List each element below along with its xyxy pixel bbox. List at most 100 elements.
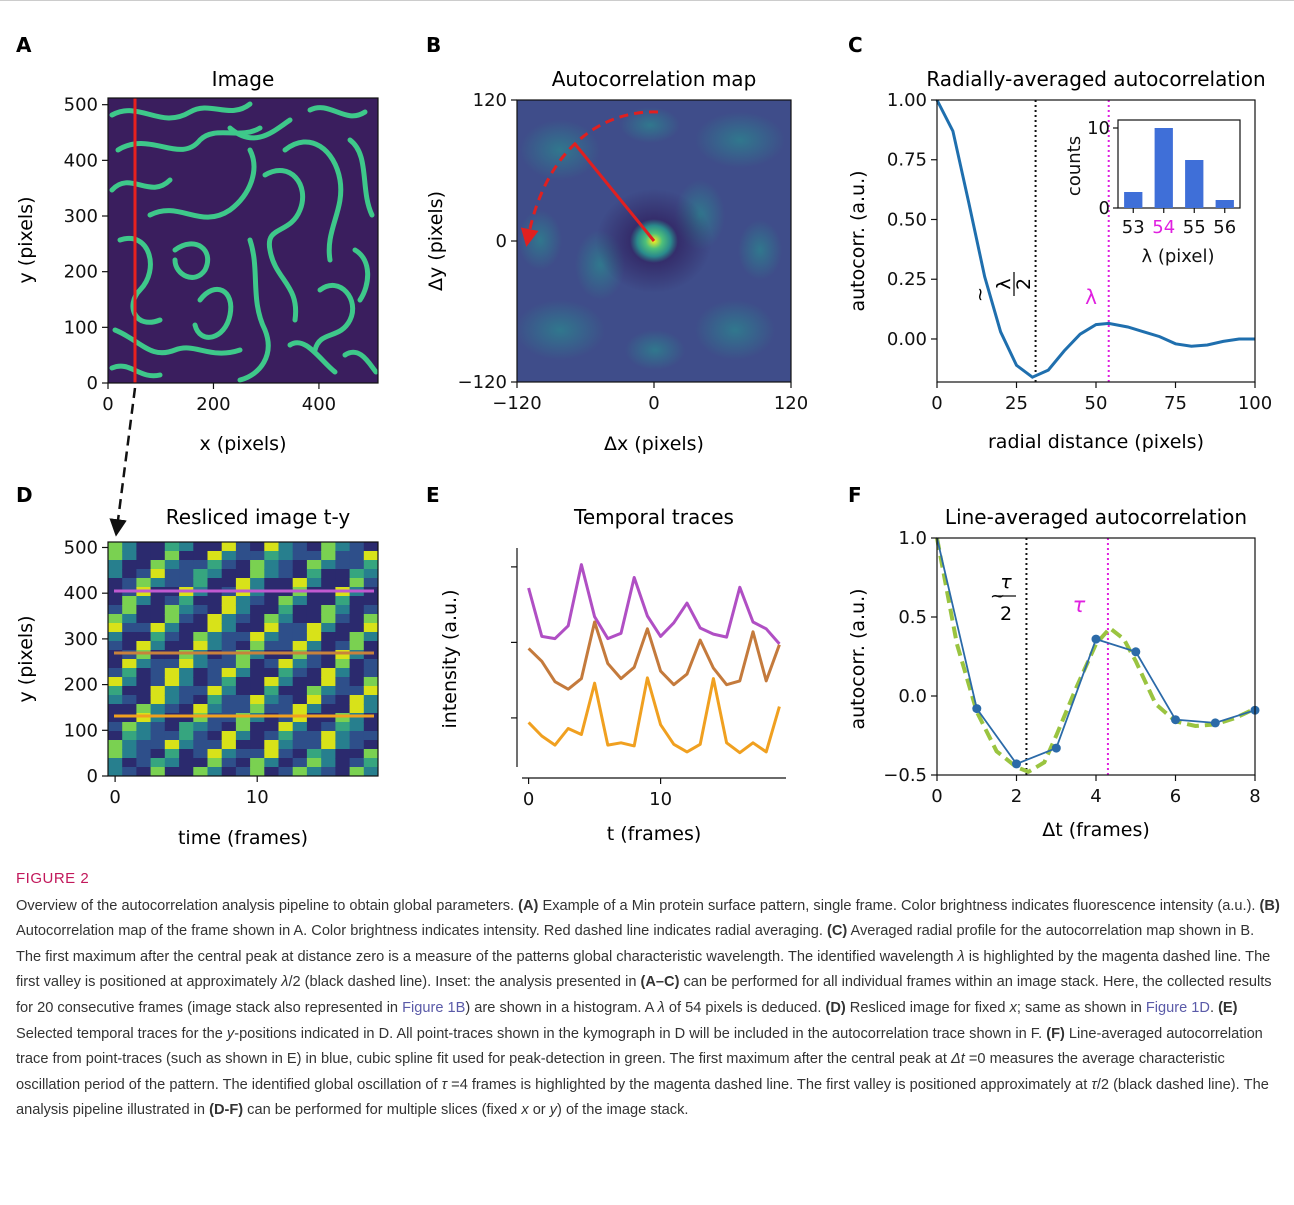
kymograph-cell: [363, 542, 378, 552]
kymograph-cell: [150, 668, 166, 678]
kymograph-cell: [207, 677, 223, 687]
kymograph-cell: [363, 641, 378, 651]
kymograph-cell: [221, 713, 237, 723]
panel-letter: C: [848, 33, 863, 57]
figure-reference-link[interactable]: Figure 1D: [1145, 999, 1210, 1016]
kymograph-cell: [335, 713, 351, 723]
kymograph-cell: [193, 668, 209, 678]
x-tick-label: 200: [196, 394, 230, 415]
figure-reference-link[interactable]: Figure 1B: [402, 999, 466, 1016]
kymograph-cell: [221, 551, 237, 561]
kymograph-cell: [321, 695, 336, 705]
kymograph-cell: [179, 686, 194, 696]
kymograph-cell: [235, 578, 251, 588]
kymograph-cell: [164, 659, 180, 669]
y-tick-label: 1.00: [887, 90, 927, 111]
kymograph-cell: [193, 722, 209, 732]
kymograph-cell: [122, 722, 137, 732]
wavelength-label: λ: [1085, 285, 1097, 309]
kymograph-cell: [335, 641, 351, 651]
kymograph-cell: [207, 758, 223, 768]
kymograph-cell: [193, 695, 209, 705]
kymograph-cell: [306, 560, 322, 570]
panel-f: F Line-averaged autocorrelation ~ τ 2 τ …: [847, 483, 1261, 841]
kymograph-cell: [306, 668, 322, 678]
kymograph-cell: [306, 713, 322, 723]
kymograph-cell: [278, 677, 294, 687]
x-tick-label: 400: [302, 394, 336, 415]
caption-segment: is highlighted by the magenta dashed lin…: [16, 948, 1271, 991]
kymograph-cell: [292, 659, 308, 669]
kymograph-cell: [235, 551, 251, 561]
kymograph-cell: [221, 569, 237, 579]
kymograph-cell: [306, 596, 322, 606]
kymograph-cell: [335, 623, 351, 633]
kymograph-cell: [221, 632, 237, 642]
kymograph-cell: [150, 704, 166, 714]
caption-segment: Line-averaged autocorrelation trace from…: [16, 1025, 1263, 1068]
kymograph-cell: [136, 722, 152, 732]
period-label: τ: [1073, 593, 1086, 617]
kymograph-cell: [292, 569, 308, 579]
kymograph-cell: [292, 650, 308, 660]
kymograph-cell: [264, 560, 280, 570]
kymograph-cell: [221, 641, 237, 651]
kymograph-cell: [122, 749, 137, 759]
kymograph-cell: [335, 569, 351, 579]
kymograph-cell: [136, 659, 152, 669]
kymograph-cell: [122, 542, 137, 552]
x-tick-label: 0: [523, 789, 534, 810]
kymograph-cell: [335, 650, 351, 660]
kymograph-cell: [150, 731, 166, 741]
panel-d: D Resliced image t-y 0 100100200300400500…: [15, 483, 379, 849]
kymograph-cell: [108, 749, 123, 759]
x-tick-label: 100: [1238, 393, 1272, 414]
axes-frame: [107, 541, 379, 777]
y-tick-label: 0: [87, 766, 98, 787]
kymograph-cell: [108, 704, 123, 714]
x-tick-label: 10: [246, 787, 269, 808]
kymograph-cell: [164, 650, 180, 660]
kymograph-cell: [250, 623, 265, 633]
trace-point: [1051, 743, 1061, 753]
caption-segment: can be performed for all individual fram…: [16, 974, 1272, 1016]
kymograph-cell: [363, 713, 378, 723]
kymograph-cell: [363, 605, 378, 615]
x-axis-label: t (frames): [607, 823, 702, 845]
kymograph-cell: [349, 740, 365, 750]
kymograph-cell: [136, 695, 152, 705]
kymograph-cell: [321, 758, 336, 768]
kymograph-cell: [179, 659, 194, 669]
kymograph-cell: [278, 614, 294, 624]
x-axis-label: time (frames): [178, 827, 308, 849]
kymograph-cell: [108, 767, 123, 776]
kymograph-cell: [221, 686, 237, 696]
kymograph-cell: [306, 659, 322, 669]
autocorrelation-curve: [935, 99, 1255, 379]
kymograph-cell: [321, 560, 336, 570]
kymograph-cell: [250, 749, 265, 759]
kymograph-cell: [363, 632, 378, 642]
kymograph-cell: [250, 731, 265, 741]
caption-panel-ref: (B): [1259, 897, 1280, 914]
kymograph-cell: [306, 650, 322, 660]
kymograph-cell: [250, 650, 265, 660]
kymograph-cell: [193, 578, 209, 588]
caption-segment: =0 measures the average characteristic o…: [16, 1051, 1225, 1093]
kymograph-cell: [122, 677, 137, 687]
kymograph-cell: [278, 686, 294, 696]
caption-segment: ) are shown in a histogram. A: [465, 999, 658, 1016]
kymograph-cell: [250, 677, 265, 687]
caption-symbol: x: [1009, 999, 1017, 1016]
kymograph-cell: [193, 659, 209, 669]
kymograph-cell: [321, 731, 336, 741]
kymograph-cell: [349, 659, 365, 669]
kymograph-cell: [207, 704, 223, 714]
kymograph-cell: [193, 605, 209, 615]
kymograph-cell: [179, 551, 194, 561]
kymograph-cell: [250, 632, 265, 642]
kymograph-cell: [136, 560, 152, 570]
kymograph-cell: [108, 614, 123, 624]
kymograph-cell: [264, 749, 280, 759]
